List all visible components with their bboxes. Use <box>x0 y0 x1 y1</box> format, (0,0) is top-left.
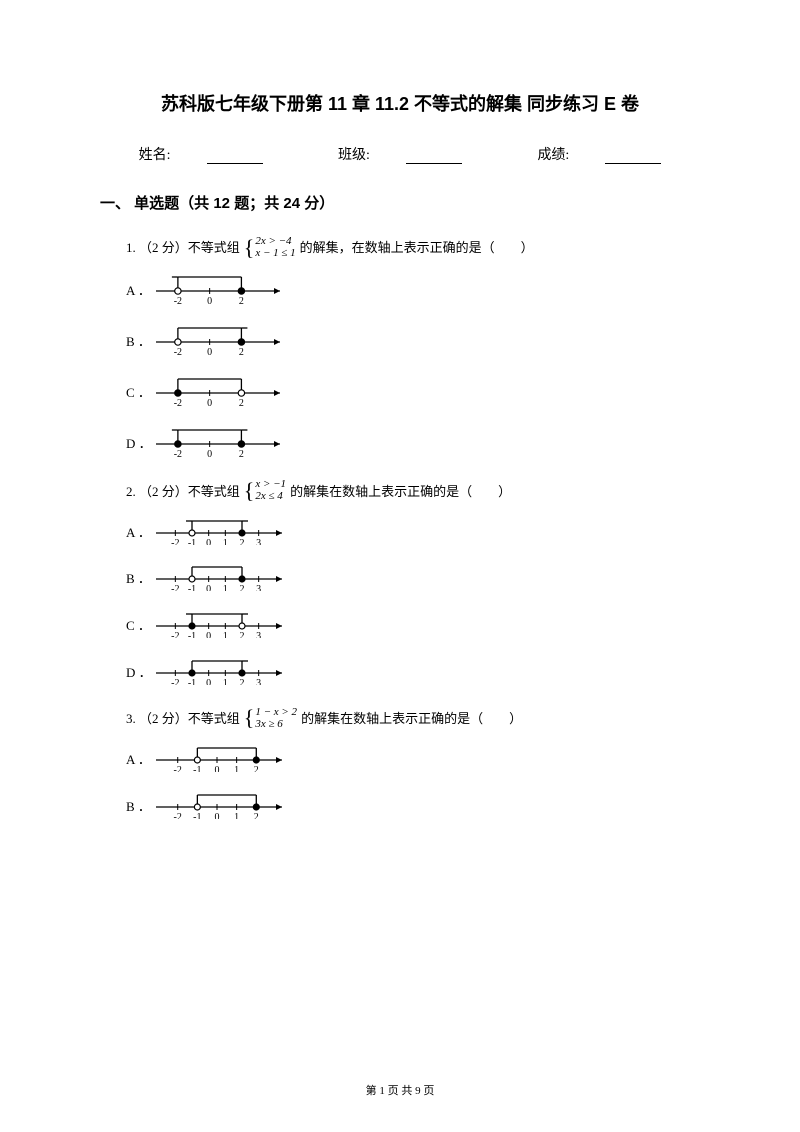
svg-text:0: 0 <box>207 398 212 407</box>
question-3: 3. （2 分）不等式组 { 1 − x > 2 3x ≥ 6 的解集在数轴上表… <box>126 706 700 826</box>
svg-text:2: 2 <box>239 398 244 407</box>
svg-text:-2: -2 <box>174 765 182 772</box>
q2-opt-d: D ．-2-10123 <box>126 655 700 692</box>
svg-text:-1: -1 <box>188 631 196 638</box>
info-row: 姓名: 班级: 成绩: <box>100 144 700 164</box>
svg-text:2: 2 <box>240 631 245 638</box>
svg-text:3: 3 <box>256 631 261 638</box>
svg-text:1: 1 <box>223 678 228 685</box>
svg-text:-2: -2 <box>174 449 182 458</box>
svg-text:0: 0 <box>207 347 212 356</box>
q1-opt-c: C ．-202 <box>126 373 700 414</box>
svg-text:2: 2 <box>239 296 244 305</box>
svg-text:-2: -2 <box>174 398 182 407</box>
svg-text:-2: -2 <box>171 678 179 685</box>
svg-text:2: 2 <box>240 678 245 685</box>
q1-system: { 2x > −4 x − 1 ≤ 1 <box>244 235 296 259</box>
svg-text:-2: -2 <box>171 584 179 591</box>
svg-text:-2: -2 <box>174 347 182 356</box>
svg-text:1: 1 <box>223 584 228 591</box>
svg-text:0: 0 <box>206 538 211 545</box>
svg-text:0: 0 <box>207 449 212 458</box>
svg-text:-2: -2 <box>171 538 179 545</box>
svg-text:-1: -1 <box>193 812 201 819</box>
svg-text:2: 2 <box>239 347 244 356</box>
q3-tail: 的解集在数轴上表示正确的是（ ） <box>301 709 522 730</box>
svg-text:2: 2 <box>239 449 244 458</box>
svg-text:-1: -1 <box>193 765 201 772</box>
q2-num: 2. （2 分）不等式组 <box>126 482 240 503</box>
svg-text:-1: -1 <box>188 678 196 685</box>
svg-text:1: 1 <box>234 812 239 819</box>
q2-opt-b: B ．-2-10123 <box>126 561 700 598</box>
svg-text:-2: -2 <box>174 812 182 819</box>
q3-opt-a: A ．-2-1012 <box>126 742 700 779</box>
page-footer: 第 1 页 共 9 页 <box>0 1082 800 1098</box>
svg-text:1: 1 <box>223 631 228 638</box>
name-label: 姓名: <box>121 148 281 163</box>
q2-tail: 的解集在数轴上表示正确的是（ ） <box>290 482 511 503</box>
svg-text:0: 0 <box>215 812 220 819</box>
svg-text:-2: -2 <box>171 631 179 638</box>
q1-opt-d: D ．-202 <box>126 424 700 465</box>
svg-text:0: 0 <box>215 765 220 772</box>
svg-text:-2: -2 <box>174 296 182 305</box>
svg-text:2: 2 <box>240 584 245 591</box>
class-label: 班级: <box>320 148 480 163</box>
svg-text:0: 0 <box>206 584 211 591</box>
doc-title: 苏科版七年级下册第 11 章 11.2 不等式的解集 同步练习 E 卷 <box>100 90 700 116</box>
q3-num: 3. （2 分）不等式组 <box>126 709 240 730</box>
q2-system: { x > −1 2x ≤ 4 <box>244 478 286 502</box>
svg-text:0: 0 <box>207 296 212 305</box>
svg-text:3: 3 <box>256 538 261 545</box>
svg-text:-1: -1 <box>188 538 196 545</box>
q1-opt-b: B ．-202 <box>126 322 700 363</box>
q2-opt-c: C ．-2-10123 <box>126 608 700 645</box>
svg-text:0: 0 <box>206 678 211 685</box>
svg-text:2: 2 <box>254 812 259 819</box>
svg-text:1: 1 <box>234 765 239 772</box>
q3-system: { 1 − x > 2 3x ≥ 6 <box>244 706 297 730</box>
question-2: 2. （2 分）不等式组 { x > −1 2x ≤ 4 的解集在数轴上表示正确… <box>126 478 700 691</box>
q2-opt-a: A ．-2-10123 <box>126 515 700 552</box>
svg-text:2: 2 <box>254 765 259 772</box>
score-label: 成绩: <box>519 148 679 163</box>
svg-text:1: 1 <box>223 538 228 545</box>
question-1: 1. （2 分）不等式组 { 2x > −4 x − 1 ≤ 1 的解集，在数轴… <box>126 235 700 464</box>
q3-opt-b: B ．-2-1012 <box>126 789 700 826</box>
svg-text:3: 3 <box>256 584 261 591</box>
q1-opt-a: A ．-202 <box>126 271 700 312</box>
svg-text:3: 3 <box>256 678 261 685</box>
q1-tail: 的解集，在数轴上表示正确的是（ ） <box>300 238 534 259</box>
section-heading: 一、 单选题（共 12 题；共 24 分） <box>100 192 700 213</box>
q1-num: 1. （2 分）不等式组 <box>126 238 240 259</box>
svg-text:-1: -1 <box>188 584 196 591</box>
svg-text:2: 2 <box>240 538 245 545</box>
svg-text:0: 0 <box>206 631 211 638</box>
